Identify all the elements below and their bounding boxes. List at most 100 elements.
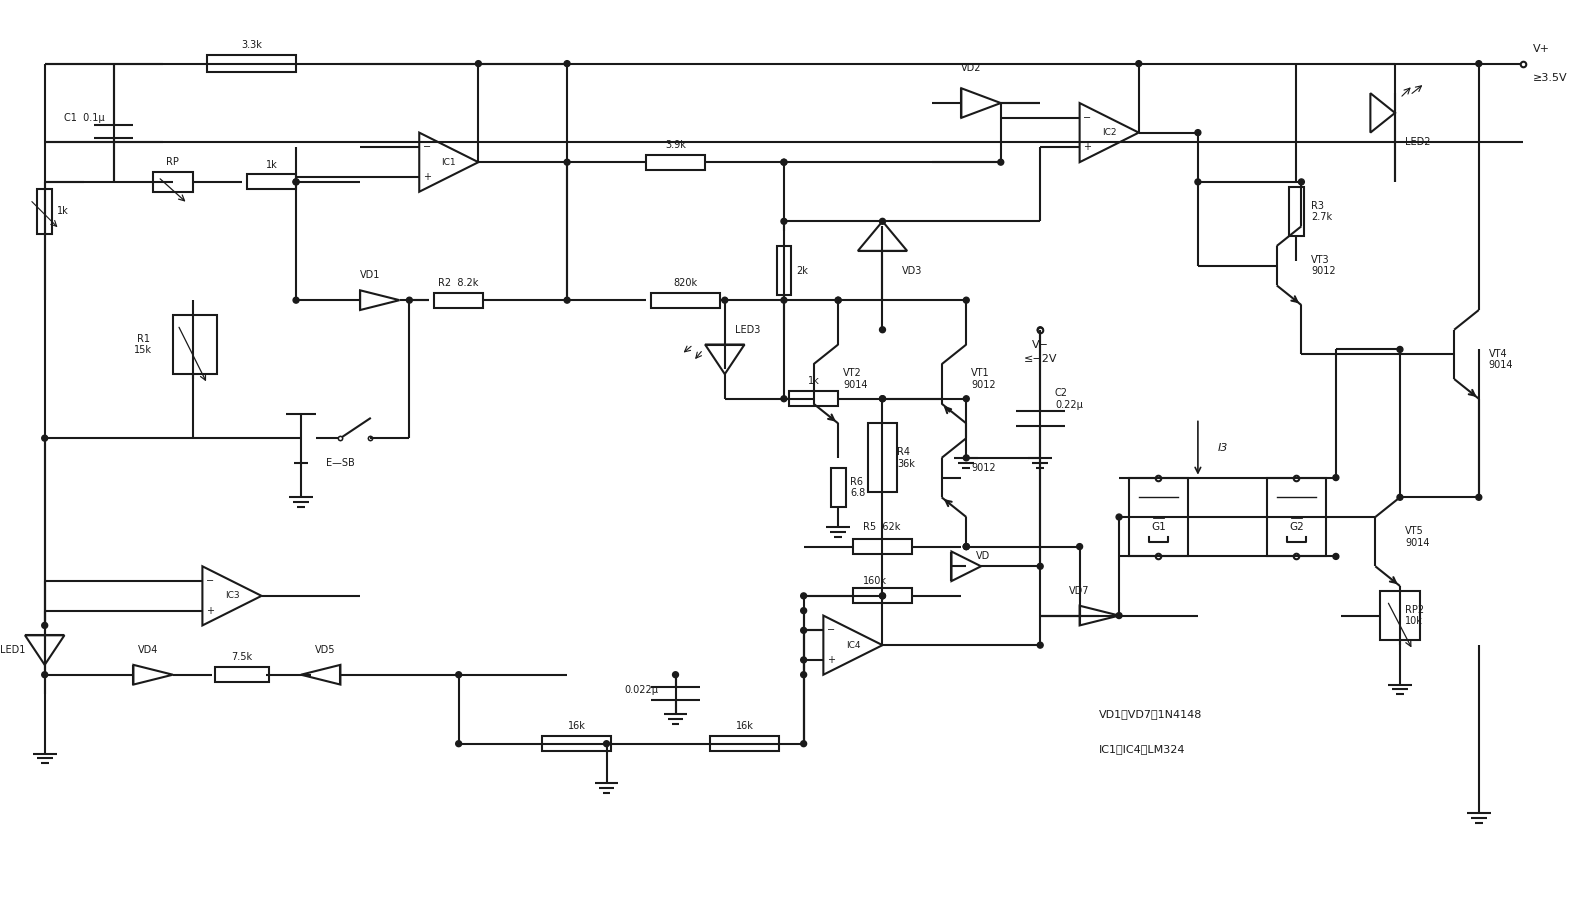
- Bar: [777, 246, 791, 295]
- Circle shape: [673, 672, 679, 678]
- Circle shape: [604, 741, 610, 746]
- Bar: [38, 189, 52, 233]
- Circle shape: [781, 159, 788, 165]
- Circle shape: [800, 672, 806, 678]
- Text: −: −: [1083, 113, 1091, 123]
- Circle shape: [42, 436, 47, 441]
- Circle shape: [292, 297, 299, 304]
- Text: R6
6.8: R6 6.8: [850, 477, 866, 498]
- Text: 16k: 16k: [567, 721, 586, 731]
- Bar: [789, 392, 838, 406]
- Text: E—SB: E—SB: [325, 458, 355, 468]
- Bar: [1129, 478, 1188, 557]
- Text: VD5: VD5: [316, 645, 336, 655]
- Bar: [247, 174, 296, 189]
- Circle shape: [407, 297, 412, 304]
- Bar: [542, 736, 612, 751]
- Bar: [868, 423, 898, 492]
- Text: VD: VD: [976, 551, 990, 561]
- Circle shape: [964, 455, 970, 461]
- Bar: [830, 468, 846, 507]
- Text: 16k: 16k: [736, 721, 753, 731]
- Text: LED1: LED1: [0, 645, 25, 655]
- Text: 9012: 9012: [971, 462, 995, 472]
- Circle shape: [781, 218, 788, 224]
- Circle shape: [1038, 642, 1044, 648]
- Text: LED3: LED3: [734, 325, 759, 335]
- Circle shape: [1116, 514, 1122, 520]
- Text: IC3: IC3: [225, 592, 239, 601]
- Text: RP: RP: [167, 157, 179, 167]
- Bar: [208, 55, 296, 73]
- Circle shape: [964, 543, 970, 550]
- Text: VT5
9014: VT5 9014: [1405, 526, 1429, 548]
- Text: IC4: IC4: [846, 640, 860, 649]
- Bar: [1380, 591, 1420, 640]
- Text: 1k: 1k: [266, 160, 277, 170]
- Circle shape: [292, 179, 299, 185]
- Text: +: +: [423, 172, 431, 182]
- Circle shape: [564, 297, 571, 304]
- Text: 0.022μ: 0.022μ: [624, 684, 659, 694]
- Text: 3.3k: 3.3k: [241, 40, 263, 49]
- Circle shape: [456, 741, 462, 746]
- Text: C1  0.1μ: C1 0.1μ: [64, 113, 105, 123]
- Text: VD1: VD1: [360, 270, 380, 280]
- Circle shape: [964, 543, 970, 550]
- Text: VD1～VD7：1N4148: VD1～VD7：1N4148: [1099, 709, 1203, 719]
- Bar: [651, 293, 720, 307]
- Circle shape: [964, 396, 970, 401]
- Text: −: −: [206, 577, 214, 586]
- Circle shape: [1398, 494, 1402, 500]
- Text: 7.5k: 7.5k: [231, 652, 253, 663]
- Text: R5  62k: R5 62k: [863, 522, 901, 532]
- Circle shape: [1298, 179, 1305, 185]
- Circle shape: [722, 297, 728, 304]
- Bar: [711, 736, 780, 751]
- Text: 3.9k: 3.9k: [665, 140, 685, 150]
- Circle shape: [1116, 612, 1122, 619]
- Text: I3: I3: [1218, 443, 1228, 453]
- Text: RP2
10k: RP2 10k: [1405, 604, 1424, 627]
- Circle shape: [998, 159, 1005, 165]
- Text: ≤−2V: ≤−2V: [1023, 355, 1056, 365]
- Text: IC1: IC1: [442, 158, 456, 167]
- Circle shape: [964, 543, 970, 550]
- Text: R3
2.7k: R3 2.7k: [1311, 200, 1333, 223]
- Circle shape: [475, 61, 481, 66]
- Bar: [215, 667, 269, 682]
- Circle shape: [564, 159, 571, 165]
- Circle shape: [1195, 179, 1201, 185]
- Circle shape: [1333, 475, 1339, 480]
- Circle shape: [800, 657, 806, 663]
- Bar: [434, 293, 483, 307]
- Text: V−: V−: [1031, 339, 1049, 349]
- Text: VT4
9014: VT4 9014: [1489, 348, 1514, 370]
- Text: R4
36k: R4 36k: [898, 447, 915, 469]
- Text: VD4: VD4: [138, 645, 159, 655]
- Text: VT1
9012: VT1 9012: [971, 368, 995, 390]
- Circle shape: [564, 61, 571, 66]
- Text: +: +: [1083, 143, 1091, 153]
- Bar: [152, 172, 192, 192]
- Text: IC2: IC2: [1102, 128, 1116, 137]
- Bar: [854, 539, 912, 554]
- Text: −: −: [827, 625, 835, 636]
- Circle shape: [42, 622, 47, 629]
- Text: −: −: [423, 143, 431, 153]
- Text: 1k: 1k: [57, 207, 69, 216]
- Text: ≥3.5V: ≥3.5V: [1533, 74, 1567, 84]
- Bar: [1267, 478, 1327, 557]
- Text: R2  8.2k: R2 8.2k: [439, 277, 479, 288]
- Circle shape: [781, 396, 788, 401]
- Circle shape: [800, 608, 806, 613]
- Circle shape: [880, 218, 885, 224]
- Text: 1k: 1k: [808, 376, 819, 386]
- Text: VD3: VD3: [902, 266, 923, 276]
- Circle shape: [1333, 553, 1339, 559]
- Bar: [173, 315, 217, 374]
- Circle shape: [880, 593, 885, 599]
- Circle shape: [880, 593, 885, 599]
- Bar: [646, 154, 706, 170]
- Bar: [854, 588, 912, 603]
